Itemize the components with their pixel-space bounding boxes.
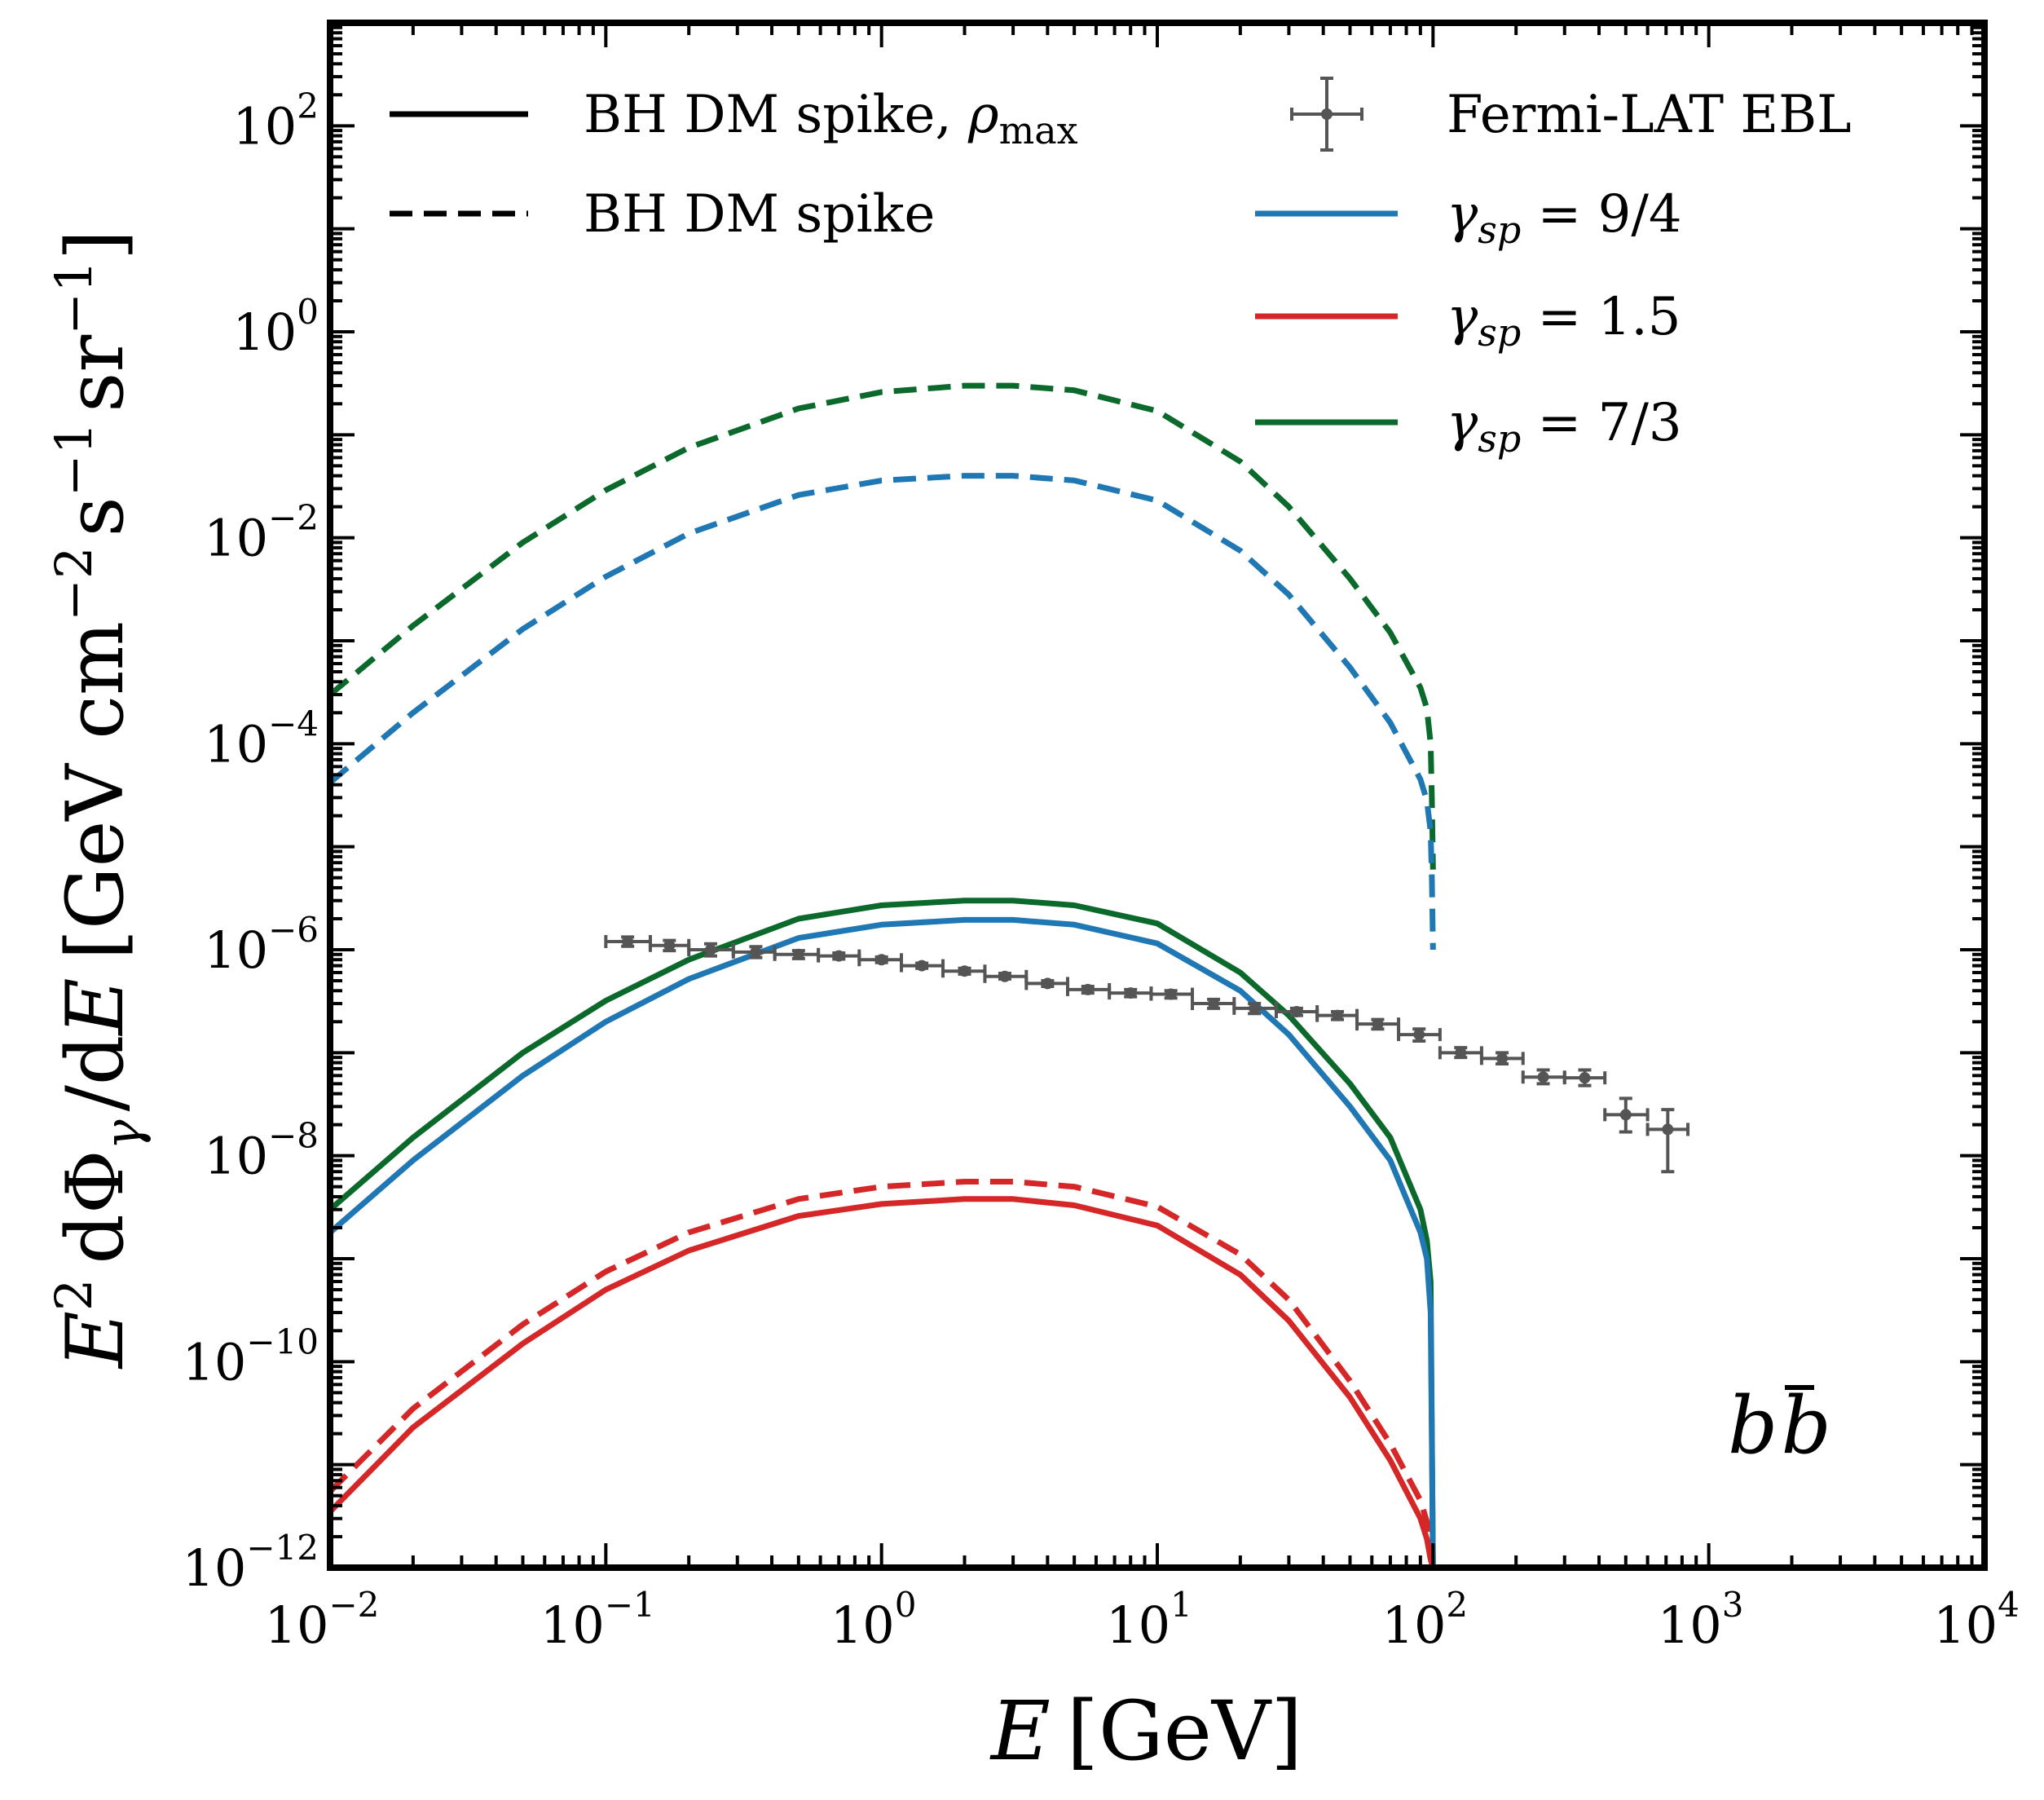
- x-tick-label-2: 10−1: [540, 1585, 655, 1655]
- legend-ebl-marker: [1290, 77, 1363, 152]
- series-line-5: [328, 916, 1436, 1568]
- x-tick-label-4: 101: [1106, 1585, 1192, 1655]
- channel-annotation: bb: [1728, 1380, 1831, 1471]
- legend-ebl-label: Fermi-LAT EBL: [1447, 85, 1852, 145]
- ebl-marker: [704, 944, 716, 955]
- series-line-2: [328, 473, 1436, 951]
- ebl-point-7: [857, 953, 903, 967]
- errorbar-layer: [604, 934, 1690, 1174]
- ebl-marker: [998, 970, 1011, 982]
- x-tick-label-6: 103: [1658, 1585, 1744, 1655]
- ebl-marker: [1496, 1052, 1509, 1065]
- legend-color-label-2: γsp = 1.5: [1447, 287, 1681, 355]
- ebl-point-5: [773, 947, 821, 961]
- ebl-marker: [1372, 1018, 1384, 1030]
- legend: BH DM spike, ρmax BH DM spike Fermi-LAT EB…: [390, 77, 1852, 461]
- y-tick-label-4: 10−6: [204, 910, 319, 980]
- y-tick-label-6: 10−2: [204, 498, 319, 568]
- x-tick-labels: 10−2 10−1 100 101 102 103 104: [265, 1585, 2020, 1655]
- ebl-point-3: [687, 942, 735, 958]
- channel-annotation-text: bb: [1728, 1380, 1831, 1471]
- ebl-point-1: [604, 934, 652, 948]
- ebl-marker: [1081, 983, 1094, 995]
- legend-style-label-1: BH DM spike, ρmax: [584, 85, 1078, 152]
- series-line-3: [328, 1179, 1436, 1568]
- ebl-marker: [663, 939, 676, 951]
- legend-color-label-3: γsp = 7/3: [1447, 393, 1682, 461]
- series-layer: [328, 382, 1436, 1568]
- ebl-marker: [750, 946, 762, 958]
- ebl-marker: [1208, 998, 1220, 1010]
- ebl-marker: [1125, 987, 1137, 999]
- x-tick-label-1: 10−2: [265, 1585, 380, 1655]
- y-tick-label-7: 100: [232, 292, 319, 362]
- ebl-point-24: [1562, 1068, 1607, 1088]
- ebl-point-22: [1479, 1051, 1525, 1065]
- x-axis-title: E [GeV]: [989, 1683, 1302, 1779]
- ebl-point-26: [1645, 1108, 1690, 1174]
- ebl-marker: [622, 935, 634, 947]
- series-line-6: [328, 1196, 1436, 1568]
- ebl-marker: [833, 950, 845, 962]
- plot-frame: [327, 20, 1988, 1571]
- ebl-point-2: [648, 938, 691, 953]
- ebl-marker: [1042, 977, 1054, 990]
- ebl-marker: [1619, 1109, 1632, 1121]
- y-tick-label-8: 102: [232, 86, 319, 156]
- legend-color-label-1: γsp = 9/4: [1447, 184, 1682, 252]
- x-tick-label-7: 104: [1933, 1585, 2020, 1655]
- ebl-marker: [1290, 1006, 1302, 1018]
- legend-style-label-2: BH DM spike: [584, 184, 935, 245]
- ebl-marker: [1537, 1071, 1549, 1083]
- ebl-marker: [1662, 1123, 1674, 1136]
- ebl-point-25: [1603, 1096, 1650, 1134]
- series-line-4: [328, 898, 1436, 1568]
- ebl-marker: [792, 948, 804, 960]
- x-tick-label-5: 102: [1382, 1585, 1469, 1655]
- y-tick-label-2: 10−10: [182, 1321, 319, 1392]
- legend-ebl-dot: [1321, 108, 1333, 120]
- y-axis-title: E2dΦγ/dE[GeV cm−2s−1sr−1]: [44, 230, 152, 1370]
- ebl-marker: [1165, 988, 1177, 1000]
- ebl-marker: [958, 965, 971, 977]
- ebl-marker: [875, 954, 888, 966]
- ebl-marker: [1579, 1072, 1591, 1084]
- y-tick-label-3: 10−8: [204, 1116, 319, 1186]
- ebl-marker: [916, 960, 928, 972]
- y-tick-label-5: 10−4: [204, 704, 319, 774]
- ebl-marker: [1332, 1009, 1344, 1021]
- ebl-point-19: [1355, 1017, 1401, 1031]
- ebl-marker: [1455, 1047, 1467, 1059]
- ebl-marker: [1413, 1029, 1425, 1041]
- y-tick-labels: 10−12 10−10 10−8 10−6 10−4 10−2 100 102: [182, 86, 319, 1598]
- x-tick-label-3: 100: [830, 1585, 917, 1655]
- ebl-marker: [1249, 1002, 1261, 1014]
- series-line-1: [328, 382, 1436, 870]
- y-tick-label-1: 10−12: [182, 1528, 319, 1598]
- ebl-point-20: [1397, 1027, 1442, 1043]
